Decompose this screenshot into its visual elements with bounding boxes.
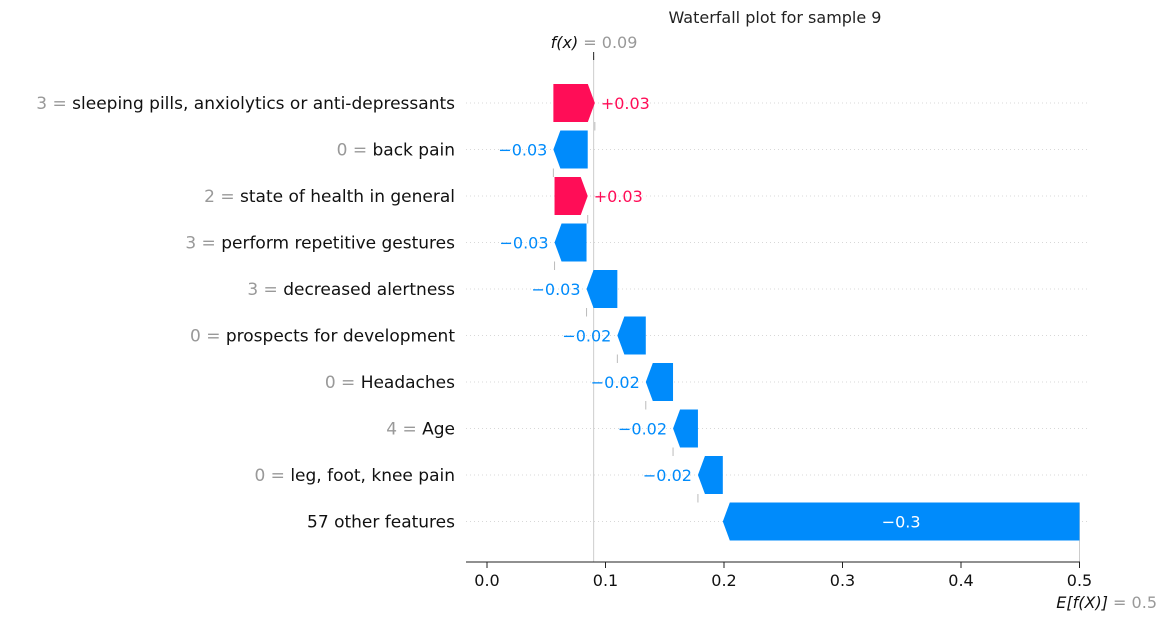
bar-label: −0.03 [498,141,547,160]
bar-label: −0.3 [882,513,921,532]
feature-name: back pain [372,141,455,161]
x-tick-label: 0.0 [474,571,499,590]
feature-name: decreased alertness [283,280,455,300]
x-tick-label: 0.5 [1067,571,1092,590]
x-tick-label: 0.2 [711,571,736,590]
chart-title: Waterfall plot for sample 9 [669,8,882,27]
bar-label: −0.02 [591,373,640,392]
feature-label: 3 = decreased alertness [247,280,455,300]
feature-value: 0 = [325,373,361,393]
feature-value: 4 = [386,420,422,440]
x-axis: 0.0 0.1 0.2 0.3 0.4 0.5 [466,561,1092,590]
svg-text:E[f(X)] = 0.5: E[f(X)] = 0.5 [1056,593,1157,612]
fx-annotation: f(x) = 0.09 [551,33,638,52]
feature-name: sleeping pills, anxiolytics or anti-depr… [72,94,455,114]
svg-text:f(x) = 0.09: f(x) = 0.09 [551,33,638,52]
feature-value: 2 = [204,187,240,207]
bars: +0.03 −0.03 +0.03 −0.03 −0.03 −0.02 −0.02 −0.02… [498,84,1080,541]
feature-label: 57 other features [307,513,455,533]
bar-8 [697,456,723,494]
feature-value: 0 = [337,141,373,161]
feature-label: 2 = state of health in general [204,187,455,207]
reference-lines [593,52,1080,562]
bar-label: −0.03 [532,280,581,299]
feature-label: 3 = sleeping pills, anxiolytics or anti-… [36,94,455,114]
bar-label: −0.02 [562,327,611,346]
feature-value: 3 = [247,280,283,300]
bar-3 [554,223,587,262]
bar-label: −0.03 [500,234,549,253]
feature-name: prospects for development [226,327,455,347]
fx-value: 0.09 [602,33,638,52]
x-tick-label: 0.1 [593,571,618,590]
feature-name: Age [422,420,455,440]
feature-name: state of health in general [240,187,455,207]
x-tick-label: 0.4 [948,571,973,590]
feature-label: 0 = prospects for development [190,327,455,347]
bar-5 [617,316,646,355]
feature-value: 0 = [190,327,226,347]
base-value: 0.5 [1132,593,1157,612]
base-label: E[f(X)] [1056,593,1108,612]
feature-name: 57 other features [307,513,455,533]
feature-value: 0 = [254,466,290,486]
bar-0 [553,84,595,122]
feature-label: 3 = perform repetitive gestures [185,234,455,254]
base-annotation: E[f(X)] = 0.5 [1056,593,1157,612]
bar-9 [722,502,1080,541]
feature-labels: 3 = sleeping pills, anxiolytics or anti-… [36,94,455,533]
feature-label: 4 = Age [386,420,455,440]
feature-name: Headaches [361,373,455,393]
bar-7 [673,409,698,448]
bar-2 [554,177,588,215]
feature-label: 0 = leg, foot, knee pain [254,466,455,486]
x-tick-label: 0.3 [830,571,855,590]
feature-value: 3 = [185,234,221,254]
feature-label: 0 = back pain [337,141,455,161]
bar-label: +0.03 [601,94,650,113]
bar-label: −0.02 [618,420,667,439]
feature-name: perform repetitive gestures [221,234,455,254]
bar-1 [553,130,588,169]
bar-label: +0.03 [594,187,643,206]
feature-name: leg, foot, knee pain [290,466,455,486]
bar-6 [645,363,674,401]
feature-value: 3 = [36,94,72,114]
bar-4 [586,270,618,308]
fx-label: f(x) [551,33,579,52]
bar-label: −0.02 [643,466,692,485]
feature-label: 0 = Headaches [325,373,455,393]
